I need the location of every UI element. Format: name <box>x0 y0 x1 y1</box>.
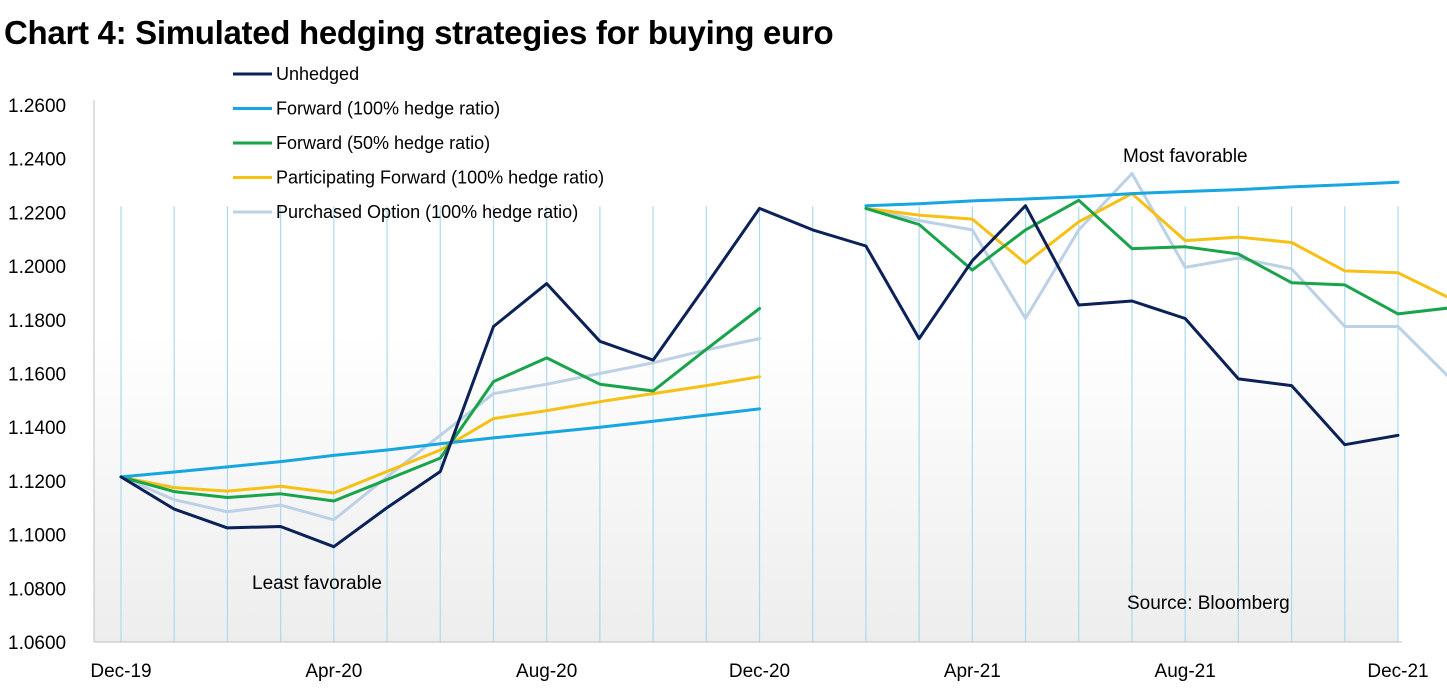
plot-background <box>94 78 1398 642</box>
x-tick-label: Dec-21 <box>1367 661 1428 682</box>
y-tick-label: 1.2400 <box>8 150 66 171</box>
axes: 1.0600 1.0800 1.1000 1.1200 1.1400 1.1600 1.18… <box>8 96 1429 682</box>
legend-label: Unhedged <box>276 64 359 84</box>
legend-label: Purchased Option (100% hedge ratio) <box>276 202 578 222</box>
chart-title: Chart 4: Simulated hedging strategies fo… <box>4 14 834 51</box>
series-line-1 <box>119 180 1400 479</box>
y-tick-label: 1.1800 <box>8 311 66 332</box>
x-tick-label: Apr-20 <box>305 661 362 682</box>
legend-label: Forward (50% hedge ratio) <box>276 133 490 153</box>
series-line-3 <box>119 192 1447 495</box>
y-tick-label: 1.1200 <box>8 472 66 493</box>
y-tick-label: 1.2200 <box>8 203 66 224</box>
series-line-2 <box>119 198 1447 503</box>
y-tick-label: 1.2000 <box>8 257 66 278</box>
x-tick-label: Dec-19 <box>90 661 151 682</box>
annotations: Most favorable Least favorable Source: Blo… <box>252 146 1290 614</box>
legend-label: Participating Forward (100% hedge ratio) <box>276 168 604 188</box>
x-tick-label: Dec-20 <box>729 661 790 682</box>
legend: Unhedged Forward (100% hedge ratio) Forwar… <box>233 64 604 222</box>
legend-label: Forward (100% hedge ratio) <box>276 99 500 119</box>
annotation-text: Least favorable <box>252 573 382 594</box>
x-tick-label: Aug-21 <box>1155 661 1216 682</box>
y-tick-label: 1.1000 <box>8 526 66 547</box>
gridlines <box>120 206 1399 642</box>
y-tick-label: 1.1400 <box>8 418 66 439</box>
series-lines <box>119 172 1447 549</box>
y-tick-label: 1.1600 <box>8 365 66 386</box>
annotation-text: Source: Bloomberg <box>1127 593 1290 614</box>
x-tick-label: Aug-20 <box>516 661 577 682</box>
x-tick-label: Apr-21 <box>944 661 1001 682</box>
y-tick-label: 1.0800 <box>8 579 66 600</box>
series-line-0 <box>119 204 1400 549</box>
annotation-text: Most favorable <box>1123 146 1248 167</box>
series-line-4 <box>119 172 1447 522</box>
y-tick-label: 1.2600 <box>8 96 66 117</box>
y-tick-label: 1.0600 <box>8 633 66 654</box>
